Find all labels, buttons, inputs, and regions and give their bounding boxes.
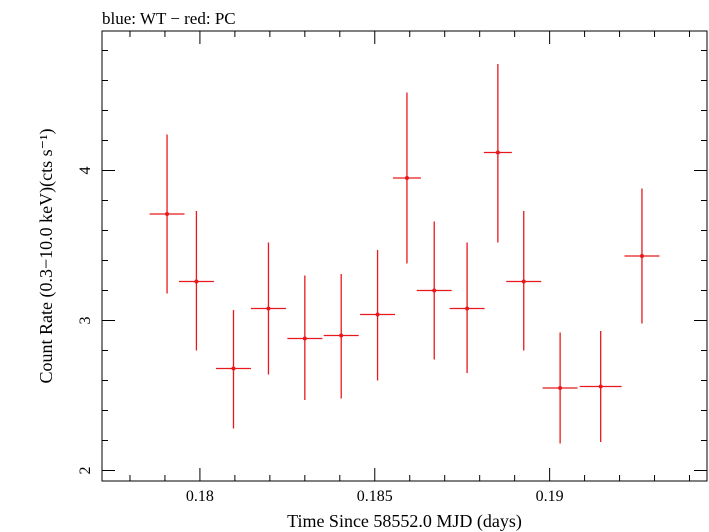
x-tick-label: 0.185 <box>357 488 393 505</box>
data-point <box>392 92 421 264</box>
data-point <box>360 250 396 381</box>
x-tick-label: 0.19 <box>536 488 564 505</box>
y-axis-label: Count Rate (0.3−10.0 keV)(cts s⁻¹) <box>36 128 57 383</box>
data-point <box>483 64 512 243</box>
point-marker <box>302 336 307 341</box>
point-marker <box>432 288 437 293</box>
data-point <box>506 211 542 351</box>
point-marker <box>639 254 644 258</box>
point-marker <box>339 333 344 338</box>
chart-title: blue: WT − red: PC <box>102 9 236 28</box>
point-marker <box>165 212 170 216</box>
data-point <box>149 134 185 294</box>
data-point <box>449 242 485 373</box>
y-tick-label: 2 <box>77 467 94 475</box>
point-marker <box>598 384 603 389</box>
data-point <box>416 221 452 360</box>
data-point <box>579 331 622 442</box>
y-tick-label: 4 <box>77 167 94 175</box>
data-points <box>149 64 660 444</box>
axis-tick-labels: 0.18 0.185 0.19 2 3 4 <box>77 167 564 506</box>
data-point <box>542 332 578 444</box>
point-marker <box>404 176 409 180</box>
point-marker <box>465 306 470 311</box>
plot-frame <box>101 30 708 482</box>
point-marker <box>521 279 526 284</box>
point-marker <box>231 366 236 371</box>
point-marker <box>495 150 500 155</box>
x-tick-label: 0.18 <box>186 488 214 505</box>
data-point <box>287 275 323 400</box>
data-point <box>178 211 214 351</box>
axis-ticks <box>102 31 707 481</box>
point-marker <box>266 306 271 311</box>
data-point <box>250 242 286 375</box>
point-marker <box>194 279 199 284</box>
y-tick-label: 3 <box>77 317 94 325</box>
point-marker <box>558 386 563 390</box>
data-point <box>624 188 660 324</box>
data-point <box>216 310 251 429</box>
data-point <box>323 274 359 399</box>
point-marker <box>375 312 380 317</box>
x-axis-label: Time Since 58552.0 MJD (days) <box>287 511 522 532</box>
